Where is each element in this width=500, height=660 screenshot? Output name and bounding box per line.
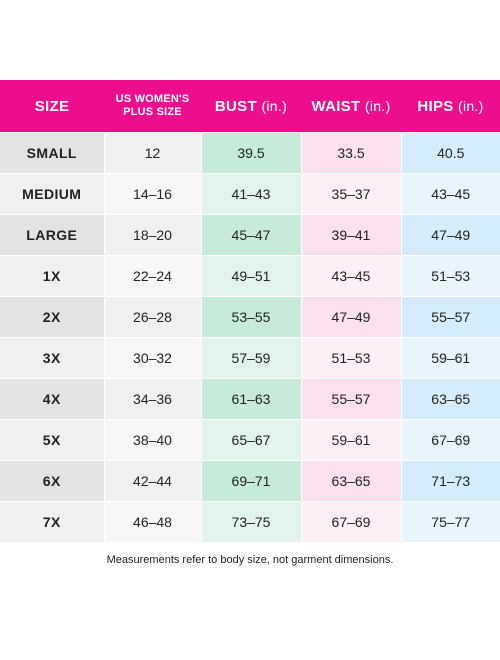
us-size-cell: 14–16 [103, 173, 202, 215]
waist-cell: 59–61 [300, 419, 402, 461]
size-cell: 2X [0, 296, 105, 338]
bust-cell: 65–67 [200, 419, 302, 461]
hips-cell: 43–45 [400, 173, 500, 215]
hips-cell: 63–65 [400, 378, 500, 420]
waist-cell: 35–37 [300, 173, 402, 215]
waist-cell: 55–57 [300, 378, 402, 420]
table-header: SIZE US WOMEN'S PLUS SIZE BUST (in.) WAI… [0, 80, 500, 133]
hips-cell: 67–69 [400, 419, 500, 461]
size-cell: 1X [0, 255, 105, 297]
hips-cell: 75–77 [400, 501, 500, 543]
size-cell: 7X [0, 501, 105, 543]
header-bust-unit: (in.) [261, 97, 288, 114]
waist-cell: 67–69 [300, 501, 402, 543]
waist-cell: 63–65 [300, 460, 402, 502]
header-waist-label: WAIST [311, 97, 361, 115]
us-size-cell: 42–44 [103, 460, 202, 502]
size-cell: MEDIUM [0, 173, 105, 215]
table-row: 3X 30–32 57–59 51–53 59–61 [0, 337, 500, 379]
table-row: 5X 38–40 65–67 59–61 67–69 [0, 419, 500, 461]
waist-cell: 39–41 [300, 214, 402, 256]
header-us-plus-size: US WOMEN'S PLUS SIZE [104, 80, 201, 133]
us-size-cell: 22–24 [103, 255, 202, 297]
bust-cell: 45–47 [200, 214, 302, 256]
size-cell: 6X [0, 460, 105, 502]
size-cell: 5X [0, 419, 105, 461]
size-cell: LARGE [0, 214, 105, 256]
waist-cell: 33.5 [300, 132, 402, 174]
table-row: 2X 26–28 53–55 47–49 55–57 [0, 296, 500, 338]
bust-cell: 61–63 [200, 378, 302, 420]
hips-cell: 55–57 [400, 296, 500, 338]
us-size-cell: 12 [103, 132, 202, 174]
hips-cell: 47–49 [400, 214, 500, 256]
table-row: 4X 34–36 61–63 55–57 63–65 [0, 378, 500, 420]
header-waist-unit: (in.) [364, 97, 391, 114]
footnote: Measurements refer to body size, not gar… [106, 554, 394, 566]
us-size-cell: 18–20 [103, 214, 202, 256]
table-row: MEDIUM 14–16 41–43 35–37 43–45 [0, 173, 500, 215]
hips-cell: 71–73 [400, 460, 500, 502]
bust-cell: 73–75 [200, 501, 302, 543]
bust-cell: 57–59 [200, 337, 302, 379]
size-cell: 4X [0, 378, 105, 420]
size-cell: 3X [0, 337, 105, 379]
us-size-cell: 46–48 [103, 501, 202, 543]
bust-cell: 69–71 [200, 460, 302, 502]
table-row: LARGE 18–20 45–47 39–41 47–49 [0, 214, 500, 256]
us-size-cell: 30–32 [103, 337, 202, 379]
table-row: 1X 22–24 49–51 43–45 51–53 [0, 255, 500, 297]
header-bust: BUST (in.) [201, 80, 301, 133]
us-size-cell: 38–40 [103, 419, 202, 461]
bust-cell: 39.5 [200, 132, 302, 174]
header-row: SIZE US WOMEN'S PLUS SIZE BUST (in.) WAI… [0, 80, 500, 133]
table-row: 6X 42–44 69–71 63–65 71–73 [0, 460, 500, 502]
hips-cell: 40.5 [400, 132, 500, 174]
waist-cell: 43–45 [300, 255, 402, 297]
bust-cell: 49–51 [200, 255, 302, 297]
header-hips-label: HIPS [417, 97, 454, 115]
bust-cell: 53–55 [200, 296, 302, 338]
header-hips-unit: (in.) [458, 97, 484, 114]
header-us-line1: US WOMEN'S [115, 93, 190, 105]
header-bust-label: BUST [214, 97, 257, 115]
waist-cell: 47–49 [300, 296, 402, 338]
hips-cell: 59–61 [400, 337, 500, 379]
hips-cell: 51–53 [400, 255, 500, 297]
header-hips: HIPS (in.) [401, 80, 500, 133]
table-row: 7X 46–48 73–75 67–69 75–77 [0, 501, 500, 543]
us-size-cell: 34–36 [103, 378, 202, 420]
size-chart: SIZE US WOMEN'S PLUS SIZE BUST (in.) WAI… [0, 80, 500, 543]
header-size: SIZE [0, 80, 104, 133]
size-table: SIZE US WOMEN'S PLUS SIZE BUST (in.) WAI… [0, 80, 500, 543]
table-row: SMALL 12 39.5 33.5 40.5 [0, 132, 500, 174]
size-cell: SMALL [0, 132, 105, 174]
waist-cell: 51–53 [300, 337, 402, 379]
header-waist: WAIST (in.) [301, 80, 401, 133]
bust-cell: 41–43 [200, 173, 302, 215]
table-body: SMALL 12 39.5 33.5 40.5 MEDIUM 14–16 41–43 35–37… [0, 132, 500, 543]
header-us-line2: PLUS SIZE [123, 106, 182, 118]
us-size-cell: 26–28 [103, 296, 202, 338]
